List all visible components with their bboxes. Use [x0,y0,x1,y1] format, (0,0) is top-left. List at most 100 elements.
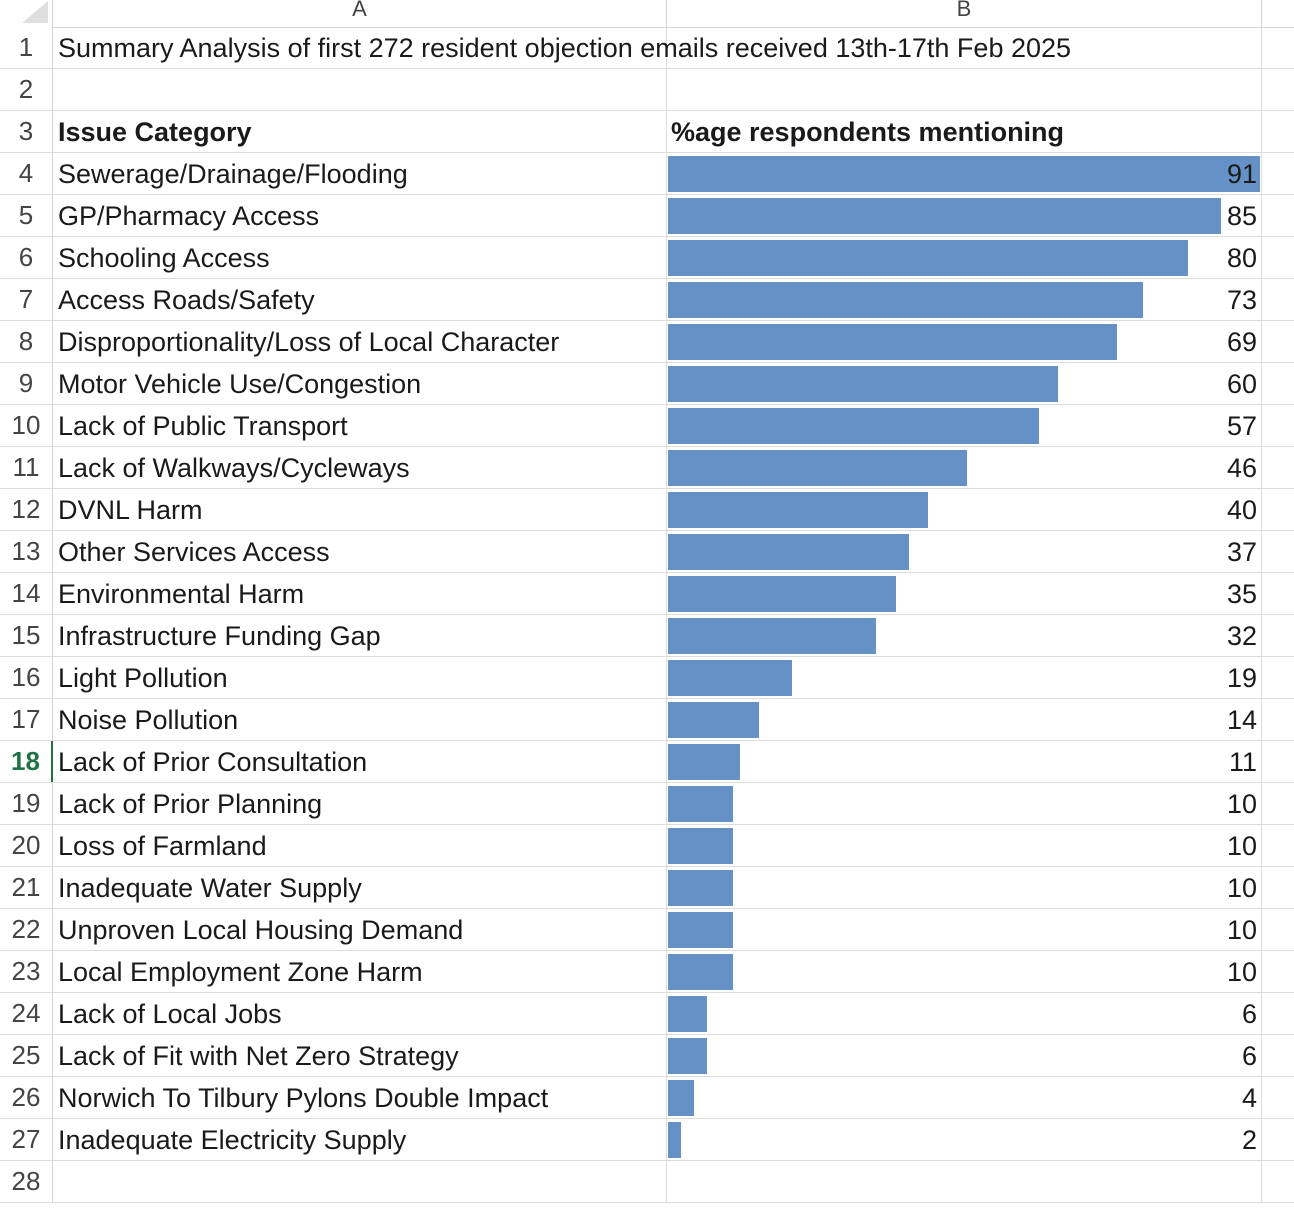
category-cell[interactable]: Lack of Walkways/Cycleways [58,453,410,483]
percent-value-cell[interactable]: 10 [1226,873,1257,903]
row-header[interactable]: 15 [0,615,53,656]
row-header[interactable]: 21 [0,867,53,908]
category-cell[interactable]: Inadequate Electricity Supply [58,1125,407,1155]
category-cell[interactable]: Unproven Local Housing Demand [58,915,464,945]
percent-value-cell[interactable]: 10 [1226,957,1257,987]
cell-divider [1261,405,1262,446]
percent-value-cell[interactable]: 35 [1226,579,1257,609]
category-cell[interactable]: Other Services Access [58,537,330,567]
row-header[interactable]: 4 [0,153,53,194]
category-cell[interactable]: Noise Pollution [58,705,239,735]
category-cell[interactable]: Lack of Public Transport [58,411,348,441]
category-cell[interactable]: Sewerage/Drainage/Flooding [58,159,408,189]
category-cell[interactable]: Disproportionality/Loss of Local Charact… [58,327,560,357]
row-header[interactable]: 20 [0,825,53,866]
row-header[interactable]: 27 [0,1119,53,1160]
cell-divider [666,237,667,278]
row-header[interactable]: 6 [0,237,53,278]
data-bar [668,576,896,612]
row-header[interactable]: 22 [0,909,53,950]
row-header[interactable]: 2 [0,69,53,110]
category-cell[interactable]: Lack of Local Jobs [58,999,282,1029]
percent-value-cell[interactable]: 14 [1226,705,1257,735]
cell-divider [666,111,667,152]
percent-value-cell[interactable]: 19 [1226,663,1257,693]
sheet-row: 24 Lack of Local Jobs 6 [0,993,1294,1035]
row-header[interactable]: 28 [0,1161,53,1202]
row-header[interactable]: 9 [0,363,53,404]
row-header[interactable]: 23 [0,951,53,992]
header-percent-mentioning[interactable]: %age respondents mentioning [671,117,1065,147]
row-header[interactable]: 14 [0,573,53,614]
percent-value-cell[interactable]: 57 [1226,411,1257,441]
percent-value-cell[interactable]: 2 [1241,1125,1257,1155]
percent-value-cell[interactable]: 6 [1241,999,1257,1029]
cell-divider [1261,951,1262,992]
category-cell[interactable]: Norwich To Tilbury Pylons Double Impact [58,1083,549,1113]
row-header[interactable]: 18 [0,741,53,782]
category-cell[interactable]: Local Employment Zone Harm [58,957,423,987]
percent-value-cell[interactable]: 91 [1226,159,1257,189]
percent-value-cell[interactable]: 37 [1226,537,1257,567]
category-cell[interactable]: GP/Pharmacy Access [58,201,320,231]
row-header[interactable]: 13 [0,531,53,572]
row-header[interactable]: 17 [0,699,53,740]
percent-value-cell[interactable]: 46 [1226,453,1257,483]
select-all-corner[interactable] [0,0,53,27]
percent-value-cell[interactable]: 10 [1226,831,1257,861]
data-bar [668,408,1039,444]
row-header[interactable]: 3 [0,111,53,152]
column-header-b[interactable]: B [667,0,1262,27]
row-header[interactable]: 10 [0,405,53,446]
row-header[interactable]: 7 [0,279,53,320]
row-header[interactable]: 12 [0,489,53,530]
category-cell[interactable]: Lack of Prior Planning [58,789,323,819]
row-header[interactable]: 16 [0,657,53,698]
cell-divider [1261,111,1262,152]
cell-divider [666,951,667,992]
category-cell[interactable]: Environmental Harm [58,579,305,609]
row-header[interactable]: 11 [0,447,53,488]
sheet-row: 1 Summary Analysis of first 272 resident … [0,27,1294,69]
percent-value-cell[interactable]: 10 [1226,789,1257,819]
percent-value-cell[interactable]: 32 [1226,621,1257,651]
category-cell[interactable]: Motor Vehicle Use/Congestion [58,369,422,399]
sheet-title-cell[interactable]: Summary Analysis of first 272 resident o… [58,33,1072,63]
data-bar [668,744,740,780]
sheet-row: 10 Lack of Public Transport 57 [0,405,1294,447]
row-header[interactable]: 25 [0,1035,53,1076]
category-cell[interactable]: Schooling Access [58,243,270,273]
percent-value-cell[interactable]: 40 [1226,495,1257,525]
category-cell[interactable]: Inadequate Water Supply [58,873,362,903]
percent-value-cell[interactable]: 69 [1226,327,1257,357]
row-header[interactable]: 5 [0,195,53,236]
row-header[interactable]: 1 [0,27,53,68]
sheet-row: 26 Norwich To Tilbury Pylons Double Impac… [0,1077,1294,1119]
header-issue-category[interactable]: Issue Category [58,117,252,147]
percent-value-cell[interactable]: 11 [1228,747,1257,777]
percent-value-cell[interactable]: 60 [1226,369,1257,399]
row-header[interactable]: 24 [0,993,53,1034]
percent-value-cell[interactable]: 6 [1241,1041,1257,1071]
category-cell[interactable]: Loss of Farmland [58,831,267,861]
cell-divider [666,615,667,656]
percent-value-cell[interactable]: 73 [1226,285,1257,315]
category-cell[interactable]: Lack of Fit with Net Zero Strategy [58,1041,459,1071]
category-cell[interactable]: DVNL Harm [58,495,203,525]
data-bar [668,492,929,528]
percent-value-cell[interactable]: 80 [1226,243,1257,273]
row-header[interactable]: 26 [0,1077,53,1118]
row-header[interactable]: 19 [0,783,53,824]
column-header-c[interactable] [1262,0,1294,27]
category-cell[interactable]: Light Pollution [58,663,228,693]
category-cell[interactable]: Infrastructure Funding Gap [58,621,381,651]
cell-divider [666,153,667,194]
percent-value-cell[interactable]: 10 [1226,915,1257,945]
category-cell[interactable]: Access Roads/Safety [58,285,315,315]
column-header-a[interactable]: A [53,0,667,27]
category-cell[interactable]: Lack of Prior Consultation [58,747,368,777]
percent-value-cell[interactable]: 4 [1241,1083,1257,1113]
row-header[interactable]: 8 [0,321,53,362]
percent-value-cell[interactable]: 85 [1226,201,1257,231]
